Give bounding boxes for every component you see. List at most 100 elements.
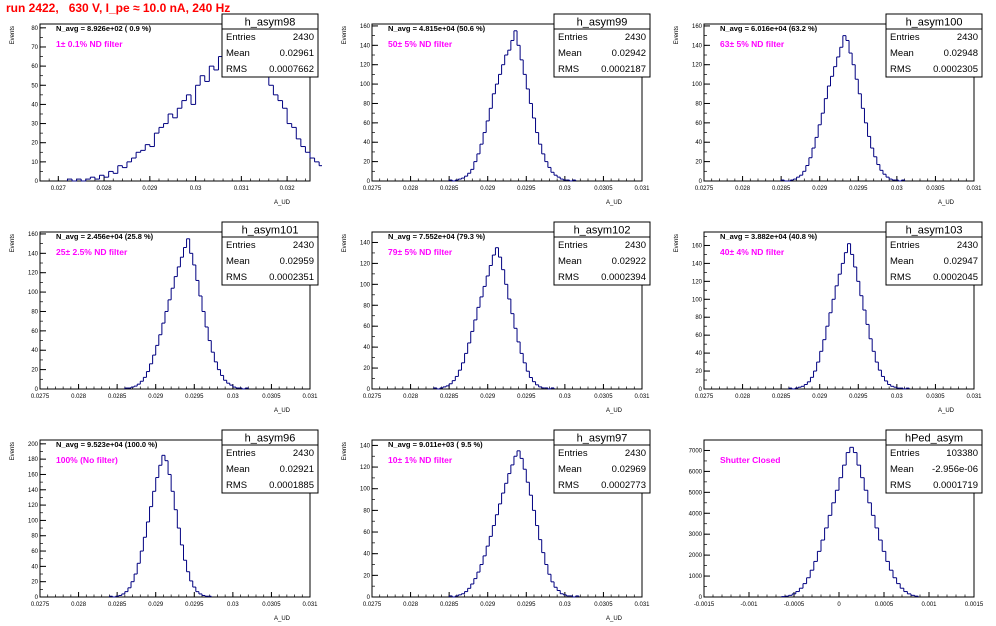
x-tick-label: 0.0285 bbox=[440, 394, 459, 400]
y-axis-title: Events bbox=[10, 26, 16, 44]
plot-frame bbox=[703, 23, 975, 182]
histogram-name: h_asym99 bbox=[577, 17, 628, 29]
x-tick-label: 0.0305 bbox=[926, 394, 945, 400]
x-tick-label: 0.0305 bbox=[594, 602, 613, 608]
stat-value-mean: 0.02947 bbox=[944, 256, 978, 267]
x-tick-label: 0.029 bbox=[148, 602, 164, 608]
y-tick-label: 140 bbox=[28, 251, 39, 257]
y-tick-label: 0 bbox=[367, 387, 371, 393]
y-tick-label: 0 bbox=[367, 179, 371, 185]
histogram-h_asym98: 0.027 0.028 0.029 0.03 0.031 0.032 0 10 20 30 40 50… bbox=[10, 13, 322, 206]
y-tick-label: 140 bbox=[360, 443, 371, 449]
y-axis-title: Events bbox=[342, 234, 348, 252]
histogram-h_asym97: 0.0275 0.028 0.0285 0.029 0.0295 0.03 0.0305 0.… bbox=[342, 429, 651, 622]
y-tick-label: 20 bbox=[695, 160, 702, 166]
histogram-name: h_asym101 bbox=[242, 225, 299, 237]
stat-value-rms: 0.0002305 bbox=[933, 64, 978, 75]
x-tick-label: 0.0285 bbox=[440, 602, 459, 608]
y-tick-label: 6000 bbox=[689, 469, 703, 475]
histogram-h_asym103: 0.0275 0.028 0.0285 0.029 0.0295 0.03 0.0305 0.… bbox=[674, 221, 983, 414]
y-axis-title: Events bbox=[10, 234, 16, 252]
histogram-name: h_asym100 bbox=[906, 17, 963, 29]
y-tick-label: 40 bbox=[31, 564, 38, 570]
histogram-bins bbox=[66, 31, 322, 182]
histogram-name: h_asym103 bbox=[906, 225, 963, 237]
x-tick-label: 0.028 bbox=[735, 394, 751, 400]
x-tick-label: 0.0285 bbox=[772, 186, 791, 192]
stats-box bbox=[885, 429, 983, 494]
stat-label-entries: Entries bbox=[558, 32, 588, 43]
y-tick-label: 80 bbox=[363, 508, 370, 514]
stat-value-rms: 0.0001719 bbox=[933, 480, 978, 491]
x-tick-label: 0.029 bbox=[480, 186, 496, 192]
y-axis-title: Events bbox=[674, 234, 680, 252]
y-tick-label: 40 bbox=[363, 552, 370, 558]
pad-h_asym101: 0.0275 0.028 0.0285 0.029 0.0295 0.03 0.0305 0.… bbox=[0, 218, 322, 418]
x-tick-label: 0.031 bbox=[966, 394, 982, 400]
x-tick-label: 0.029 bbox=[480, 394, 496, 400]
x-tick-label: 0.028 bbox=[71, 602, 87, 608]
plot-frame bbox=[703, 231, 975, 390]
y-tick-label: 120 bbox=[360, 465, 371, 471]
y-tick-label: 60 bbox=[695, 121, 702, 127]
plot-frame bbox=[39, 231, 311, 390]
stats-box bbox=[885, 13, 983, 78]
stat-label-rms: RMS bbox=[226, 64, 247, 75]
y-tick-label: 160 bbox=[28, 232, 39, 238]
y-tick-label: 160 bbox=[692, 24, 703, 30]
histogram-bins bbox=[448, 30, 577, 182]
y-tick-label: 80 bbox=[363, 303, 370, 309]
y-tick-label: 200 bbox=[28, 442, 39, 448]
x-tick-label: 0.0285 bbox=[108, 394, 127, 400]
stat-label-mean: Mean bbox=[558, 256, 582, 267]
filter-label: 50± 5% ND filter bbox=[388, 39, 453, 49]
x-tick-label: 0.03 bbox=[559, 602, 571, 608]
stat-label-mean: Mean bbox=[226, 256, 250, 267]
x-tick-label: 0.0295 bbox=[517, 602, 536, 608]
histogram-name: h_asym98 bbox=[245, 17, 296, 29]
y-tick-label: 140 bbox=[360, 43, 371, 49]
y-tick-label: 60 bbox=[31, 64, 38, 70]
filter-label: 63± 5% ND filter bbox=[720, 39, 785, 49]
stat-label-mean: Mean bbox=[226, 464, 250, 475]
y-tick-label: 40 bbox=[363, 345, 370, 351]
stat-value-mean: 0.02961 bbox=[280, 48, 314, 59]
y-tick-label: 100 bbox=[28, 290, 39, 296]
x-tick-label: 0.03 bbox=[190, 186, 202, 192]
stat-value-rms: 0.0002394 bbox=[601, 272, 646, 283]
stat-value-entries: 2430 bbox=[625, 448, 646, 459]
histogram-name: hPed_asym bbox=[905, 433, 963, 445]
x-tick-label: 0.031 bbox=[302, 602, 318, 608]
stat-label-mean: Mean bbox=[558, 464, 582, 475]
y-tick-label: 7000 bbox=[689, 448, 703, 454]
x-tick-label: 0.03 bbox=[891, 186, 903, 192]
y-tick-label: 20 bbox=[363, 160, 370, 166]
histogram-h_asym101: 0.0275 0.028 0.0285 0.029 0.0295 0.03 0.0305 0.… bbox=[10, 221, 319, 414]
y-tick-label: 0 bbox=[699, 595, 703, 601]
y-tick-label: 120 bbox=[360, 63, 371, 69]
x-tick-label: 0.0275 bbox=[31, 602, 50, 608]
plot-frame bbox=[371, 23, 643, 182]
stat-label-entries: Entries bbox=[890, 32, 920, 43]
y-tick-label: 0 bbox=[367, 595, 371, 601]
x-tick-label: 0.029 bbox=[812, 186, 828, 192]
x-tick-label: 0.029 bbox=[148, 394, 164, 400]
x-axis-title: A_UD bbox=[274, 616, 291, 622]
x-tick-label: 0.03 bbox=[559, 394, 571, 400]
y-tick-label: 1000 bbox=[689, 574, 703, 580]
stat-value-rms: 0.0002773 bbox=[601, 480, 646, 491]
pad-h_asym96: 0.0275 0.028 0.0285 0.029 0.0295 0.03 0.0305 0.… bbox=[0, 426, 322, 626]
stat-value-rms: 0.0002187 bbox=[601, 64, 646, 75]
y-tick-label: 100 bbox=[360, 82, 371, 88]
y-axis-title: Events bbox=[342, 26, 348, 44]
y-tick-label: 120 bbox=[28, 503, 39, 509]
filter-label: 40± 4% ND filter bbox=[720, 247, 785, 257]
x-tick-label: 0.031 bbox=[634, 394, 650, 400]
histogram-bins bbox=[780, 35, 906, 182]
y-tick-label: 40 bbox=[695, 140, 702, 146]
stat-label-rms: RMS bbox=[558, 64, 579, 75]
x-tick-label: 0.0305 bbox=[594, 186, 613, 192]
y-tick-label: 20 bbox=[363, 366, 370, 372]
stat-label-mean: Mean bbox=[558, 48, 582, 59]
plot-frame bbox=[371, 439, 643, 598]
